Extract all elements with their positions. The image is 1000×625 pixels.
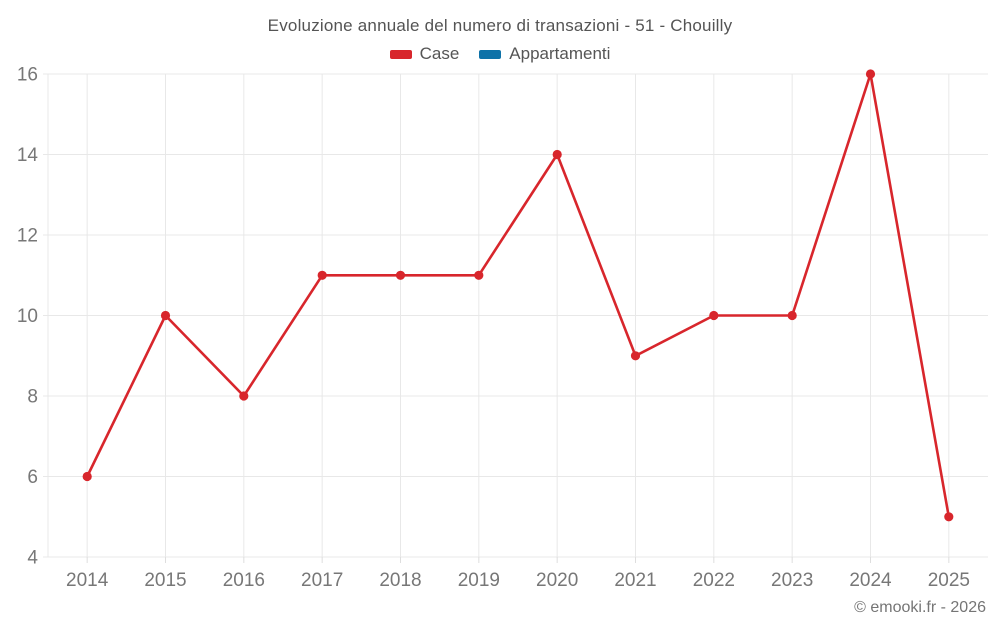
data-point[interactable] [82,471,92,482]
x-tick-label: 2023 [771,570,813,591]
x-tick-label: 2014 [66,570,109,591]
data-point[interactable] [865,69,876,79]
x-tick-label: 2021 [614,570,656,591]
chart-title: Evoluzione annuale del numero di transaz… [267,16,733,35]
y-tick-label: 14 [17,145,39,166]
legend-label-appartamenti: Appartamenti [509,44,611,63]
axis-tick-labels: 4 6 8 10 12 14 16 2014 2015 2016 2017 2018 2019 2020 2… [17,65,970,592]
x-tick-label: 2022 [693,570,735,591]
copyright-footer: © emooki.fr - 2026 [854,599,986,616]
legend-swatch-case-icon [389,49,412,59]
x-tick-label: 2024 [849,570,892,591]
legend-item-appartamenti[interactable]: Appartamenti [479,44,610,64]
series-case [82,69,954,522]
legend-label-case: Case [419,44,460,63]
y-tick-label: 8 [27,387,38,408]
data-point[interactable] [630,351,641,361]
data-point[interactable] [709,310,719,321]
y-tick-label: 12 [17,226,38,247]
data-point[interactable] [552,149,562,160]
y-tick-label: 10 [17,306,38,327]
y-tick-label: 6 [27,467,38,488]
data-point[interactable] [317,270,327,280]
x-tick-label: 2017 [301,570,343,591]
data-point[interactable] [239,391,249,401]
y-tick-label: 16 [17,65,38,86]
data-point[interactable] [160,310,171,321]
x-tick-label: 2019 [458,570,500,591]
data-point[interactable] [944,512,954,522]
x-tick-label: 2020 [536,570,578,591]
legend: Case Appartamenti [0,44,1000,64]
x-tick-label: 2025 [928,570,970,591]
data-point[interactable] [474,270,484,280]
x-tick-label: 2015 [144,570,186,591]
x-tick-label: 2016 [223,570,265,591]
data-point[interactable] [787,310,797,321]
y-tick-label: 4 [27,548,38,569]
x-tick-label: 2018 [379,570,421,591]
series-line [85,72,951,519]
data-point[interactable] [395,270,406,280]
legend-swatch-appartamenti-icon [479,49,502,59]
legend-item-case[interactable]: Case [389,44,460,64]
